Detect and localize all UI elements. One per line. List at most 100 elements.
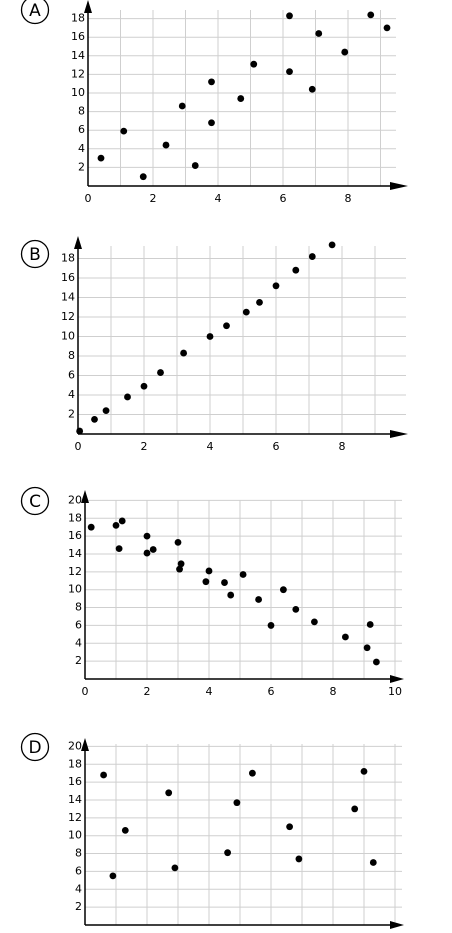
x-tick-label: 0	[82, 931, 89, 933]
y-tick-label: 12	[61, 310, 75, 323]
data-point	[233, 799, 241, 807]
x-tick-label: 6	[280, 192, 287, 205]
data-point	[202, 578, 210, 586]
panel-d: 0 2 4 6 8 10 2 4 6 8 10 12 14 16 18 20 D	[20, 732, 404, 933]
data-point	[208, 78, 215, 86]
x-tick-label: 8	[345, 192, 352, 205]
x-tick-label: 2	[141, 440, 148, 453]
y-tick-label: 12	[68, 811, 82, 824]
data-point	[139, 173, 147, 181]
data-point	[205, 567, 213, 575]
x-tick-label: 4	[206, 931, 213, 933]
y-tick-label: 16	[68, 775, 82, 788]
data-point	[221, 579, 228, 586]
data-point	[292, 605, 300, 613]
y-tick-label: 18	[71, 12, 85, 25]
y-tick-label: 2	[75, 654, 82, 667]
y-tick-label: 16	[68, 529, 82, 542]
data-point	[383, 24, 391, 32]
data-point	[102, 407, 110, 414]
data-point	[227, 591, 235, 599]
data-point	[191, 162, 199, 169]
x-tick-label: 6	[268, 685, 275, 698]
x-tick-label: 2	[150, 192, 157, 205]
panel-label: C	[29, 492, 41, 512]
y-tick-label: 14	[71, 49, 85, 62]
data-point	[120, 127, 128, 135]
data-point	[363, 644, 371, 652]
data-point	[255, 596, 262, 603]
panel-label: B	[29, 245, 41, 265]
y-tick-label: 2	[75, 900, 82, 913]
x-tick-label: 0	[85, 192, 92, 205]
data-point	[308, 85, 316, 93]
data-point	[97, 154, 105, 162]
y-axis-arrow	[74, 236, 82, 249]
data-point	[369, 859, 377, 866]
data-point	[373, 658, 380, 666]
y-tick-label: 2	[78, 160, 85, 173]
panel-label-badge: B	[20, 239, 50, 269]
x-tick-label: 8	[330, 931, 337, 933]
y-tick-label: 10	[61, 330, 75, 343]
gridlines	[78, 246, 406, 434]
y-tick-label: 6	[75, 618, 82, 631]
data-point	[143, 549, 151, 557]
y-tick-label: 18	[68, 757, 82, 770]
data-point	[249, 769, 256, 777]
data-point	[286, 823, 293, 831]
data-point	[100, 771, 107, 779]
panel-b: 0 2 4 6 8 2 4 6 8 10 12 14 16 18 B	[20, 236, 408, 453]
data-point	[109, 872, 117, 880]
y-tick-label: 10	[68, 829, 82, 842]
data-point	[224, 849, 232, 857]
y-tick-label: 4	[78, 142, 85, 155]
y-tick-label: 14	[68, 793, 82, 806]
data-point	[286, 12, 293, 20]
data-point	[143, 532, 151, 540]
data-point	[286, 68, 293, 76]
x-axis-arrow	[390, 182, 408, 190]
data-point	[256, 298, 263, 306]
y-axis-arrow	[81, 490, 89, 503]
data-point	[237, 95, 245, 102]
data-point	[239, 571, 247, 578]
x-tick-label: 10	[388, 931, 402, 933]
x-tick-label: 4	[206, 685, 213, 698]
panel-label-badge: C	[20, 486, 50, 516]
y-tick-label: 8	[78, 105, 85, 118]
y-tick-label: 4	[68, 388, 75, 401]
data-point	[174, 538, 182, 546]
data-point	[118, 517, 126, 525]
y-tick-label: 4	[75, 882, 82, 895]
x-tick-label: 4	[207, 440, 214, 453]
y-tick-label: 14	[68, 547, 82, 560]
panel-label: A	[29, 1, 41, 21]
data-point	[342, 633, 349, 641]
y-tick-label: 10	[71, 86, 85, 99]
data-point	[124, 393, 131, 401]
y-tick-label: 20	[68, 493, 82, 506]
x-tick-label: 10	[388, 685, 402, 698]
data-point	[115, 545, 123, 553]
gridlines	[85, 744, 402, 925]
panel-label-badge: A	[20, 0, 50, 25]
data-point	[223, 322, 230, 330]
data-point	[328, 241, 336, 249]
x-tick-label: 2	[144, 931, 151, 933]
x-axis-arrow	[390, 675, 404, 683]
data-point	[242, 308, 250, 316]
y-tick-label: 12	[68, 565, 82, 578]
data-point	[308, 253, 316, 260]
data-point	[367, 11, 375, 19]
y-tick-label: 8	[75, 601, 82, 614]
data-point	[157, 369, 164, 376]
data-point	[250, 60, 258, 68]
x-axis-arrow	[390, 430, 408, 438]
data-point	[267, 622, 275, 629]
data-point	[171, 864, 179, 872]
data-point	[360, 768, 368, 775]
data-point	[341, 48, 349, 56]
y-tick-label: 6	[68, 369, 75, 382]
